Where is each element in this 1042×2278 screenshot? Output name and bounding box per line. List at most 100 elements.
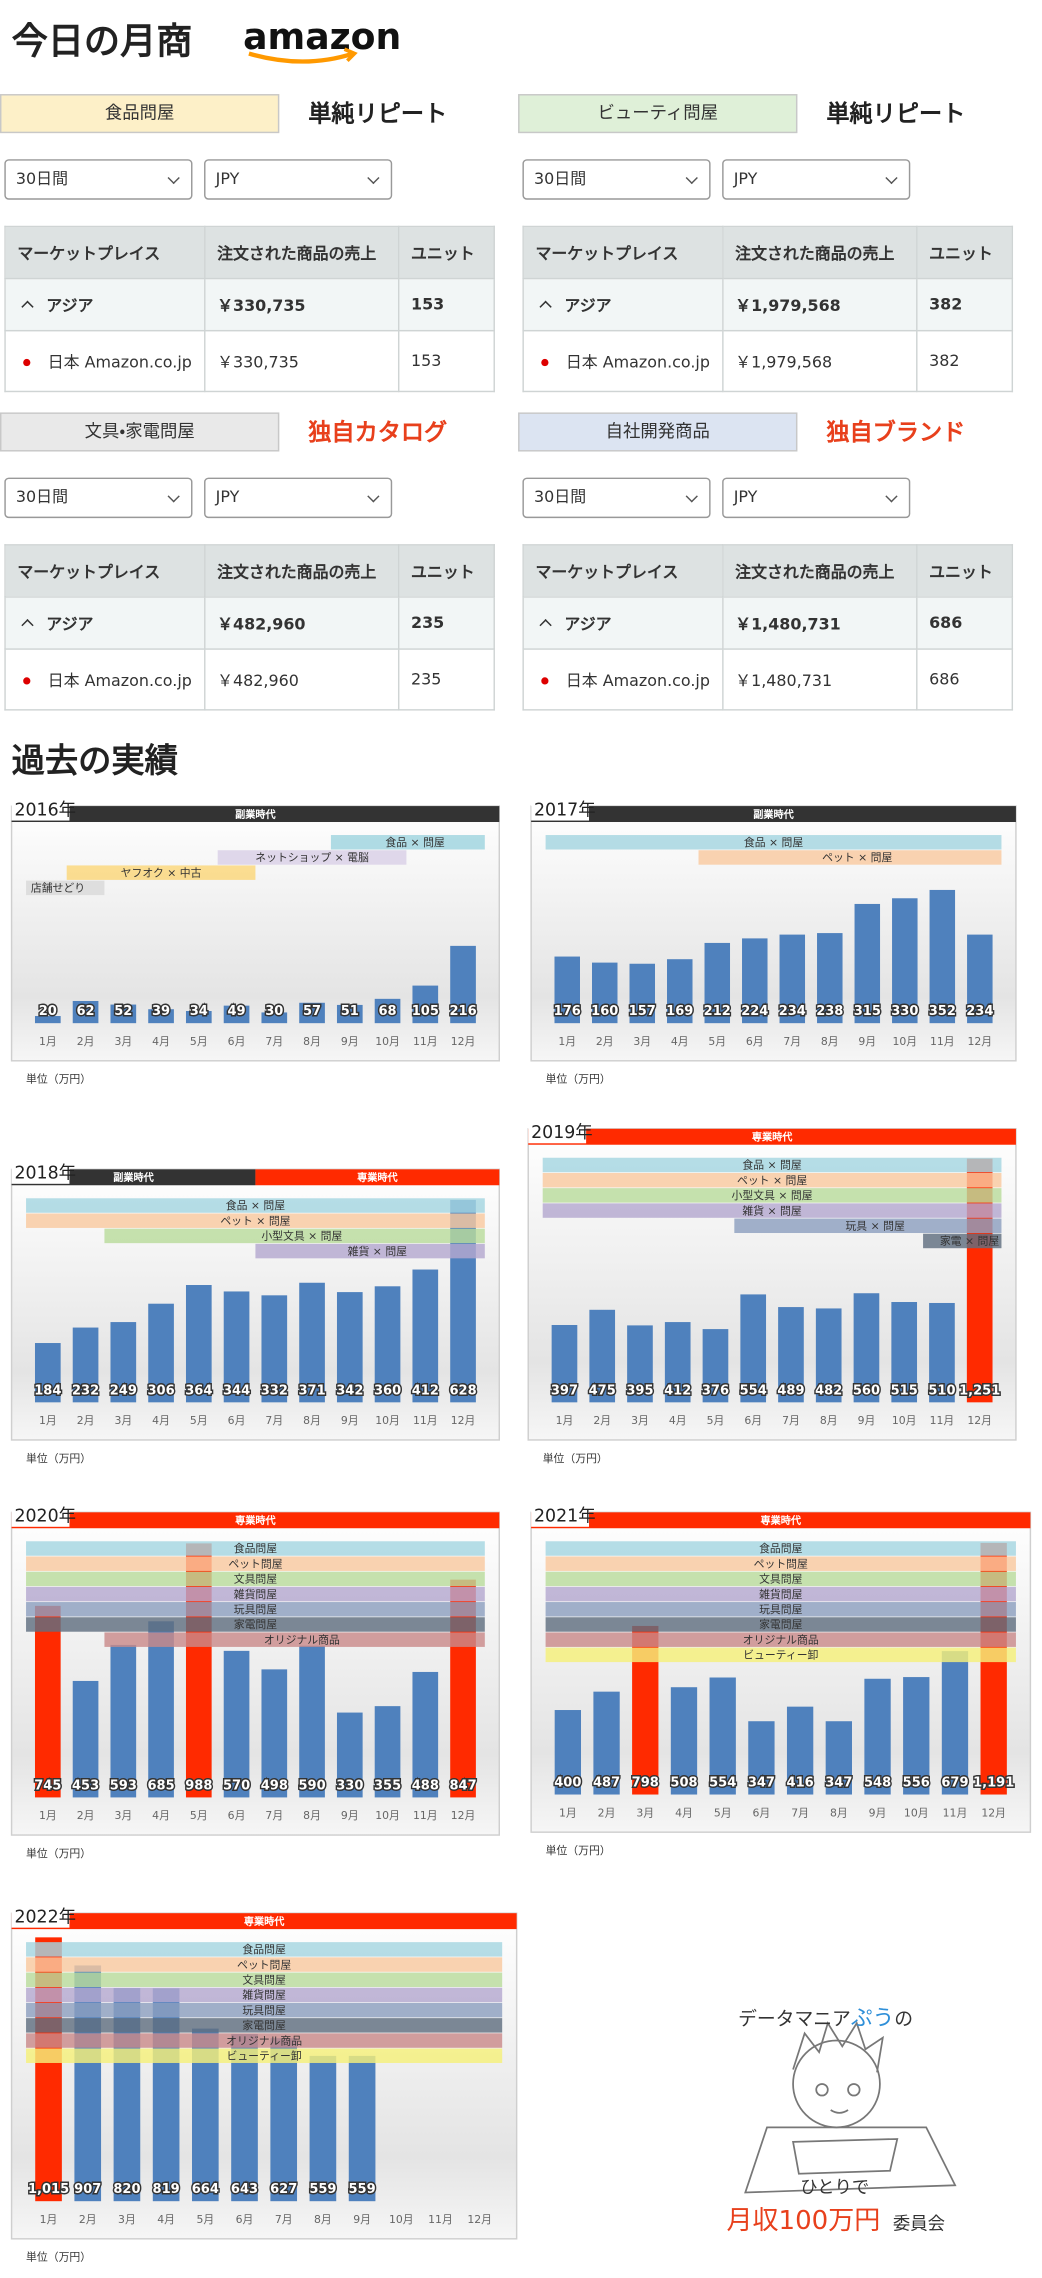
x-tick-label: 3月 (114, 1414, 132, 1427)
table-row: 日本 Amazon.co.jp ￥1,480,731 686 (522, 648, 1014, 711)
x-tick-label: 8月 (314, 2213, 332, 2226)
band-label: 店舗せどり (31, 881, 85, 895)
bar (348, 2055, 376, 2202)
currency-select[interactable]: JPY (204, 159, 393, 200)
x-tick-label: 7月 (265, 1035, 283, 1048)
bar (110, 1004, 137, 1024)
footer-art (744, 2021, 957, 2194)
value-label: 57 (303, 1004, 321, 1019)
column-header: マーケットプレイス (4, 225, 206, 280)
year-label: 2018年 (14, 1164, 76, 1184)
year-badge (531, 800, 590, 821)
bar (374, 1286, 401, 1403)
era-label: 専業時代 (761, 1514, 802, 1527)
status-dot (23, 677, 31, 685)
value-label: 330 (336, 1778, 363, 1793)
year-label: 2017年 (534, 800, 596, 820)
cell-text: アジア (564, 614, 612, 634)
period-text: 30日間 (534, 169, 587, 189)
value-label: 20 (39, 1004, 57, 1019)
business-band (545, 1617, 1016, 1632)
year-label: 2021年 (534, 1507, 596, 1527)
business-band (217, 850, 407, 865)
value-label: 515 (891, 1383, 918, 1398)
header-row: マーケットプレイス 注文された商品の売上 ユニット (522, 225, 1014, 280)
x-tick-label: 4月 (152, 1035, 170, 1048)
period-select[interactable]: 30日間 (522, 477, 711, 519)
currency-select[interactable]: JPY (722, 477, 911, 519)
x-tick-label: 3月 (636, 1806, 654, 1819)
x-tick-label: 12月 (967, 1414, 992, 1427)
x-tick-label: 4月 (671, 1035, 689, 1048)
bar (664, 1322, 691, 1403)
business-band (26, 1586, 485, 1602)
band-label: 小型文具 × 問屋 (261, 1229, 342, 1243)
bar (748, 1721, 775, 1795)
table-cell: ￥330,735 (204, 329, 400, 393)
bar (72, 1000, 99, 1024)
currency-select[interactable]: JPY (204, 477, 393, 519)
market-table: マーケットプレイス 注文された商品の売上 ユニット アジア ￥330,735 153 日本 … (4, 225, 495, 393)
year-label: 2020年 (14, 1507, 76, 1527)
x-tick-label: 2月 (593, 1414, 611, 1427)
period-select[interactable]: 30日間 (522, 159, 711, 200)
value-label: 745 (34, 1778, 61, 1793)
x-tick-label: 12月 (467, 2213, 492, 2226)
x-tick-label: 1月 (39, 1414, 57, 1427)
period-select[interactable]: 30日間 (4, 477, 193, 519)
x-tick-label: 11月 (428, 2213, 453, 2226)
value-label: 169 (666, 1004, 693, 1019)
currency-select[interactable]: JPY (722, 159, 911, 200)
bar (72, 1680, 99, 1798)
bar (854, 903, 881, 1024)
cell-text: 日本 Amazon.co.jp (565, 352, 710, 372)
section-title: 過去の実績 (12, 741, 179, 780)
period-text: 30日間 (534, 487, 587, 507)
column-header: 注文された商品の売上 (204, 544, 400, 598)
chevron (885, 490, 898, 503)
header-row: マーケットプレイス 注文された商品の売上 ユニット (522, 544, 1014, 598)
era-bar (531, 1512, 1031, 1529)
x-tick-label: 8月 (303, 1809, 321, 1822)
x-tick-label: 3月 (633, 1035, 651, 1048)
period-select[interactable]: 30日間 (4, 159, 193, 200)
business-band (26, 2002, 503, 2018)
table-cell: 382 (916, 329, 1014, 393)
business-band (542, 1203, 1002, 1218)
value-label: 847 (449, 1778, 476, 1793)
bar (223, 1291, 250, 1403)
bar (825, 1721, 852, 1795)
value-label: 400 (554, 1775, 581, 1790)
cell-text: ￥1,480,731 (735, 670, 833, 690)
value-label: 628 (449, 1383, 476, 1398)
value-label: 355 (374, 1778, 401, 1793)
x-tick-label: 10月 (375, 1035, 400, 1048)
value-label: 315 (854, 1004, 881, 1019)
value-label: 416 (787, 1775, 814, 1790)
category-label: 文具・家電問屋 (0, 412, 280, 452)
era-label: 専業時代 (357, 1171, 398, 1184)
chevron (367, 490, 380, 503)
era-label: 副業時代 (235, 808, 276, 821)
bar (929, 1302, 955, 1403)
x-tick-label: 3月 (118, 2213, 136, 2226)
cell-text: 日本 Amazon.co.jp (47, 670, 192, 690)
year-badge (11, 1163, 70, 1184)
business-band (104, 1632, 485, 1647)
value-label: 570 (223, 1778, 250, 1793)
x-tick-label: 2月 (596, 1035, 614, 1048)
era-bar (11, 1512, 500, 1529)
band-label: 食品 × 問屋 (385, 836, 445, 849)
value-label: 487 (593, 1775, 620, 1790)
x-tick-label: 7月 (275, 2213, 293, 2226)
value-label: 554 (740, 1383, 767, 1398)
bar (967, 934, 993, 1024)
band-label: オリジナル商品 (264, 1633, 340, 1646)
business-band (255, 1243, 485, 1259)
business-band (26, 880, 105, 896)
business-band (26, 1213, 485, 1228)
